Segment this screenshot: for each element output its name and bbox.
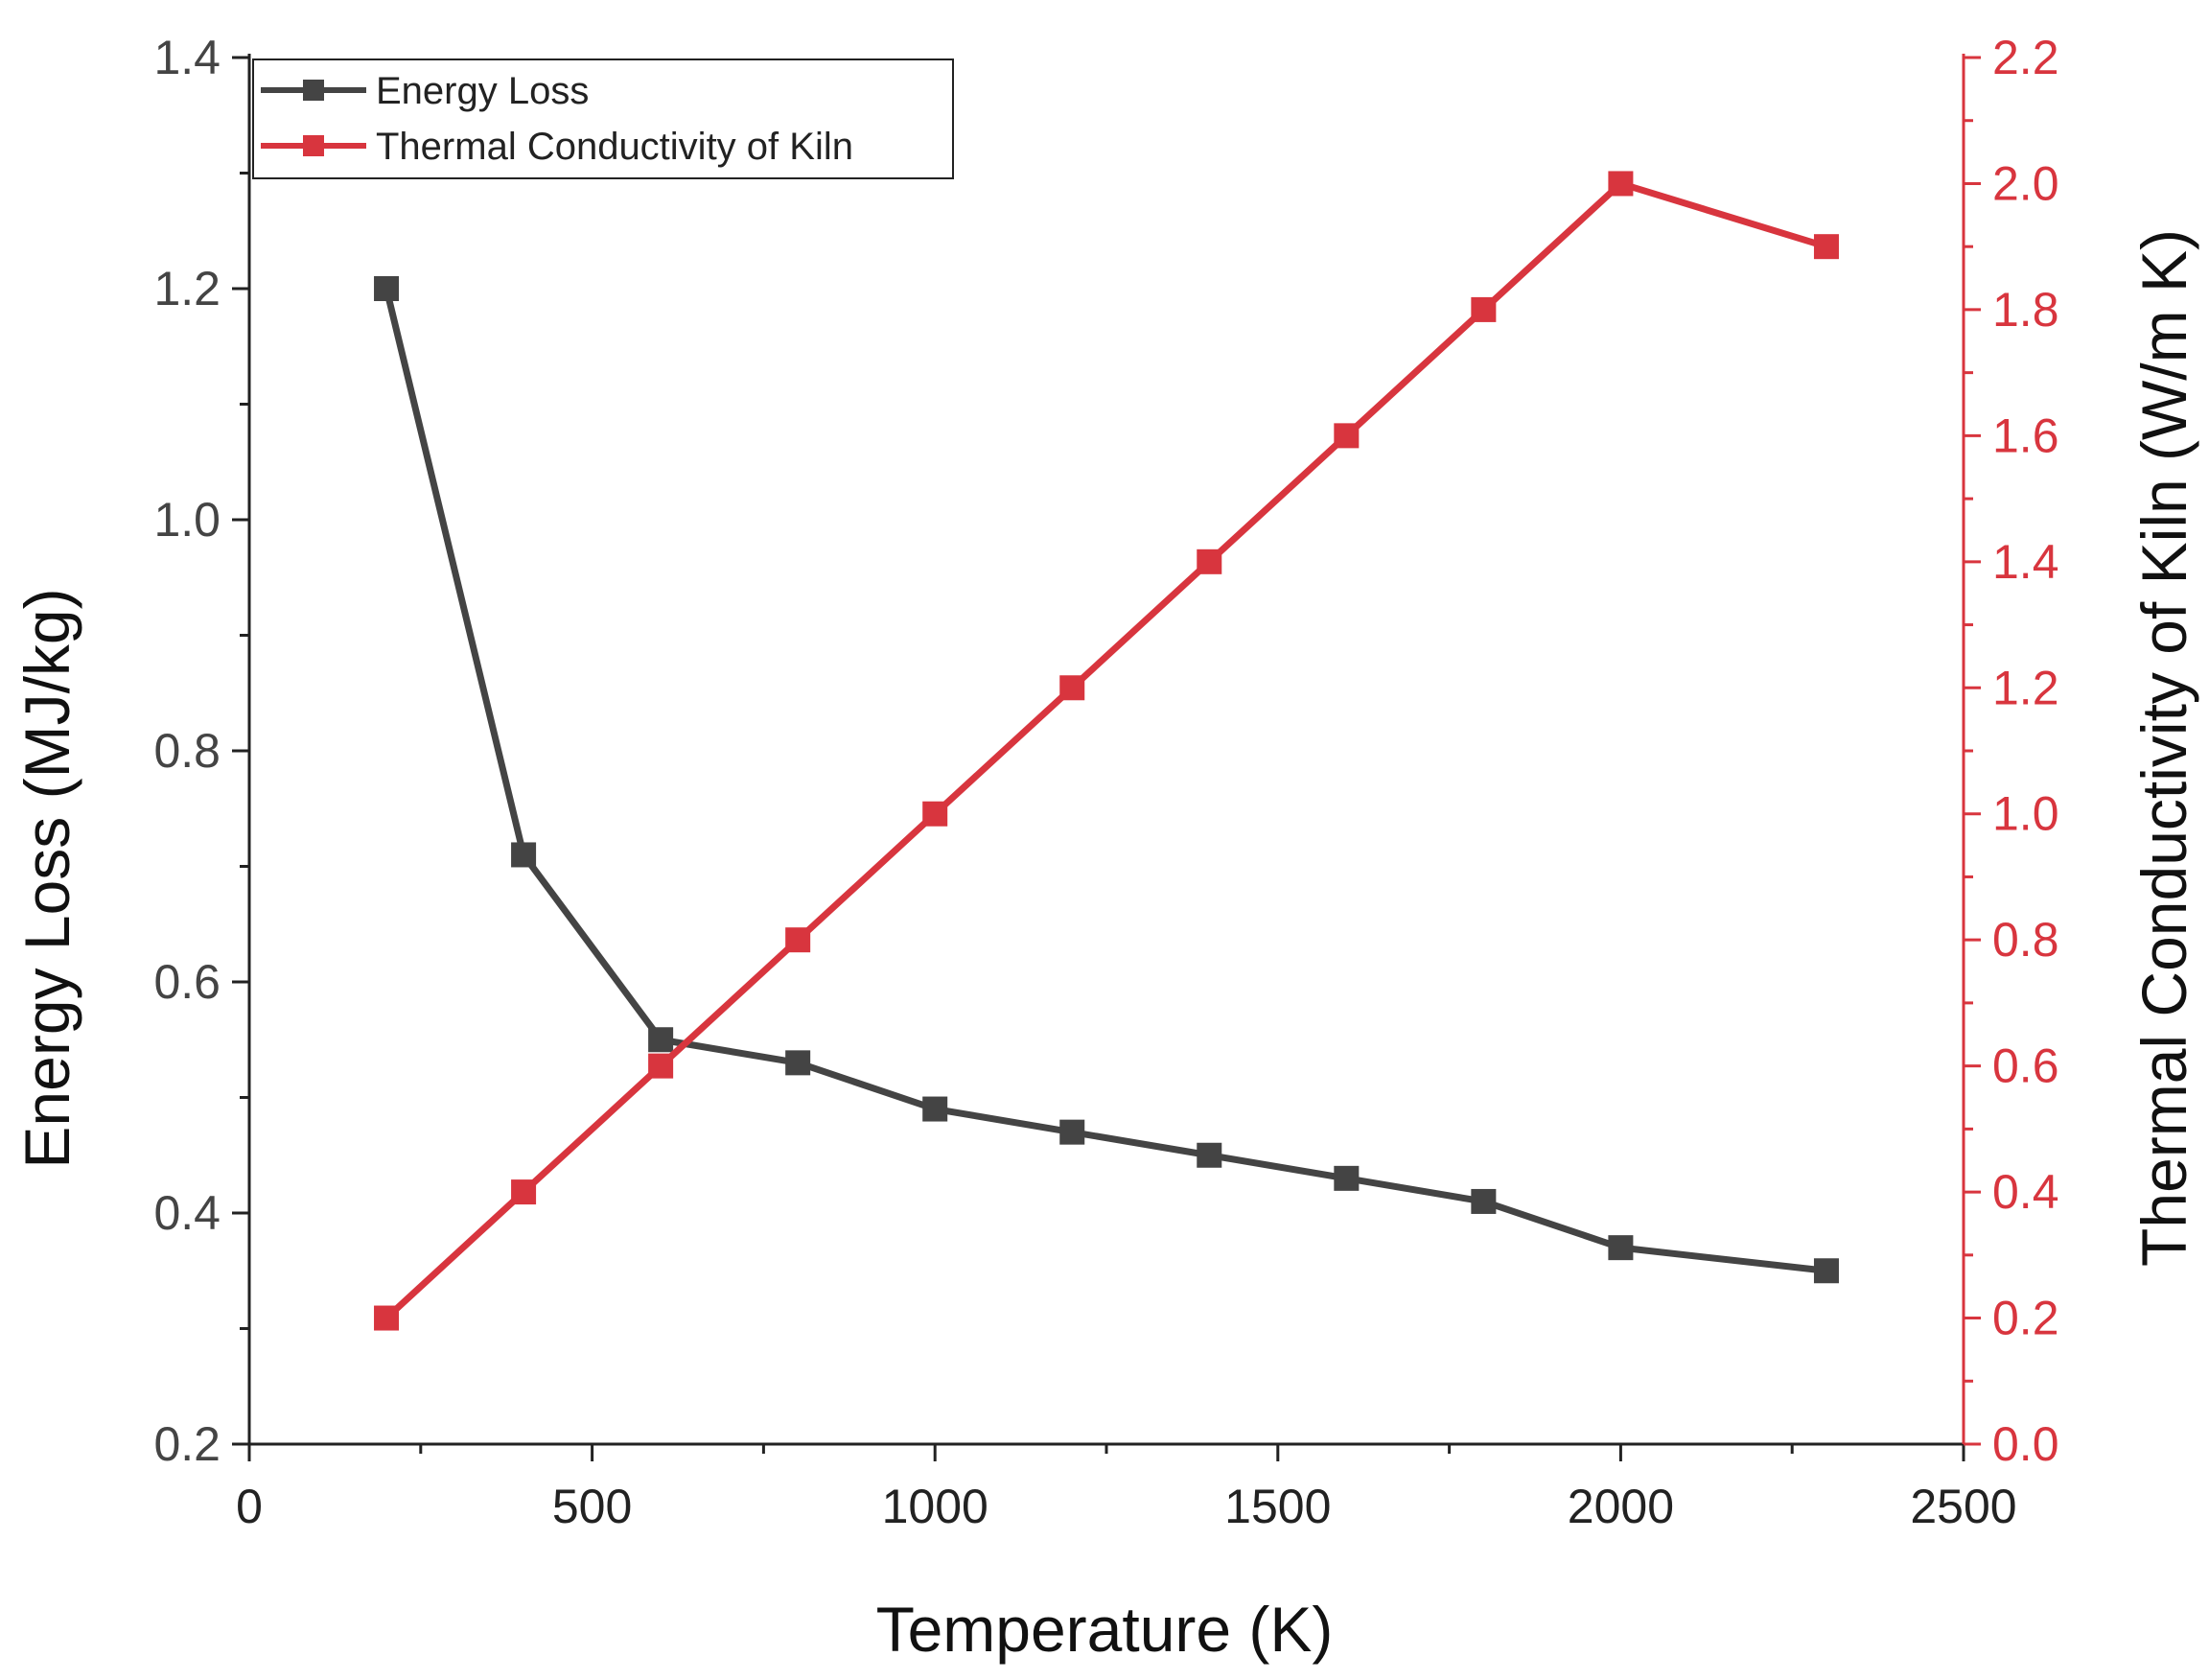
y-right-tick-label: 0.0 [1992,1417,2059,1471]
legend-swatch-marker-thermal-conductivity [303,135,324,156]
energy-loss-data-point [511,842,537,868]
thermal-conductivity-data-point [648,1053,674,1079]
energy-loss-data-point [1059,1119,1085,1145]
y-left-tick-label: 0.4 [153,1186,221,1240]
y-right-tick-label: 1.8 [1992,283,2059,337]
y-right-tick-label: 1.0 [1992,787,2059,841]
legend-label-thermal-conductivity: Thermal Conductivity of Kiln [376,126,853,168]
y-axis-right-title: Thermal Conductivity of Kiln (W/m K) [2128,229,2199,1267]
thermal-conductivity-data-point [1059,675,1085,701]
x-tick-label: 500 [552,1480,632,1533]
energy-loss-data-point [1197,1142,1222,1168]
y-left-tick-label: 1.0 [153,493,221,547]
energy-loss-data-point [1334,1165,1360,1191]
thermal-conductivity-data-point [1471,296,1497,322]
y-left-tick-label: 1.2 [153,262,221,315]
x-tick-label: 1000 [882,1480,988,1533]
energy-loss-data-point [922,1096,948,1122]
legend-label-energy-loss: Energy Loss [376,70,589,112]
x-tick-label: 2500 [1910,1480,2016,1533]
thermal-conductivity-data-point [1608,171,1634,197]
legend-entries: Energy Loss Thermal Conductivity of Kiln [261,70,853,168]
energy-loss-data-point [648,1027,674,1053]
legend-box [252,58,954,179]
energy-loss-data-point [785,1050,811,1076]
y-right-tick-label: 2.2 [1992,31,2059,84]
thermal-conductivity-data-point [511,1179,537,1205]
y-right-tick-label: 0.6 [1992,1039,2059,1093]
energy-loss-data-point [374,276,400,301]
thermal-conductivity-data-point [922,801,948,827]
y-right-tick-label: 1.2 [1992,661,2059,714]
y-right-tick-label: 0.8 [1992,913,2059,967]
series-layer [374,171,1839,1331]
energy-loss-data-point [1813,1258,1839,1284]
x-axis-title: Temperature (K) [876,1594,1334,1665]
axes-layer: 0 500 1000 1500 2000 2500 0.2 0.4 0.6 0.8 1.0 1.2 1.… [153,31,2058,1533]
energy-loss-data-point [1471,1188,1497,1214]
y-left-tick-label: 0.2 [153,1417,221,1471]
y-axis-left-title: Energy Loss (MJ/kg) [12,588,82,1168]
thermal-conductivity-data-point [1334,423,1360,449]
y-right-tick-label: 0.4 [1992,1165,2059,1219]
y-left-tick-label: 1.4 [153,31,221,84]
x-tick-label: 0 [236,1480,263,1533]
y-right-tick-label: 1.4 [1992,535,2059,589]
y-right-tick-label: 1.6 [1992,408,2059,462]
x-tick-label: 2000 [1568,1480,1674,1533]
y-right-tick-label: 0.2 [1992,1292,2059,1345]
thermal-conductivity-data-point [785,927,811,953]
thermal-conductivity-data-point [374,1305,400,1331]
x-tick-label: 1500 [1224,1480,1331,1533]
energy-loss-data-point [1608,1235,1634,1261]
y-left-tick-label: 0.6 [153,955,221,1009]
y-right-tick-label: 2.0 [1992,156,2059,210]
legend-swatch-marker-energy-loss [303,80,324,101]
legend: Energy Loss Thermal Conductivity of Kiln [252,58,954,179]
thermal-conductivity-data-point [1813,234,1839,260]
thermal-conductivity-data-point [1197,548,1222,574]
y-left-tick-label: 0.8 [153,724,221,778]
